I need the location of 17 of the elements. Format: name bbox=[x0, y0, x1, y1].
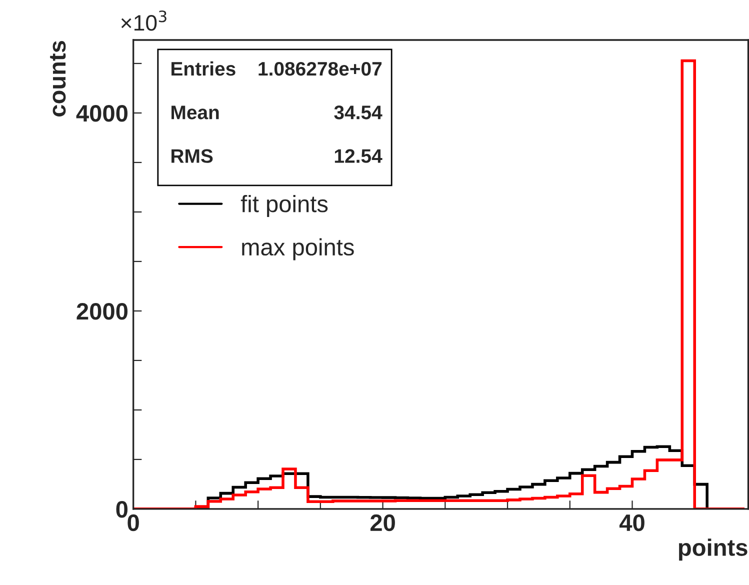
annotation: 12.54 bbox=[334, 149, 382, 163]
x-tick-label: 40 bbox=[619, 514, 644, 532]
x-tick-label: 0 bbox=[128, 514, 139, 532]
annotation: Entries bbox=[172, 61, 236, 76]
annotation: 1.086278e+07 bbox=[258, 62, 382, 76]
legend-label: fit points bbox=[240, 194, 328, 217]
y-axis-title: counts bbox=[50, 40, 66, 116]
legend-label: max points bbox=[242, 238, 354, 260]
y-tick-label: 0 bbox=[116, 501, 128, 518]
y-tick-label: 2000 bbox=[76, 303, 128, 320]
annotation: RMS bbox=[172, 149, 213, 163]
annotation: 34.54 bbox=[334, 106, 382, 120]
text: ×10$^{3}$ bbox=[121, 10, 166, 31]
x-axis-title: points bbox=[678, 538, 748, 561]
annotation: Mean bbox=[172, 106, 219, 120]
x-tick-label: 20 bbox=[370, 514, 395, 532]
y-tick-label: 4000 bbox=[76, 105, 128, 122]
